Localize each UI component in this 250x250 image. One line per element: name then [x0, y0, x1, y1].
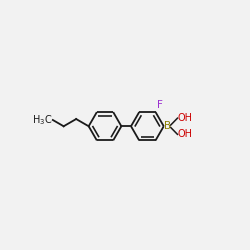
Text: B: B — [164, 121, 172, 131]
Text: OH: OH — [178, 129, 193, 139]
Text: H$_3$C: H$_3$C — [32, 113, 52, 127]
Text: OH: OH — [178, 113, 193, 123]
Text: F: F — [157, 100, 163, 110]
